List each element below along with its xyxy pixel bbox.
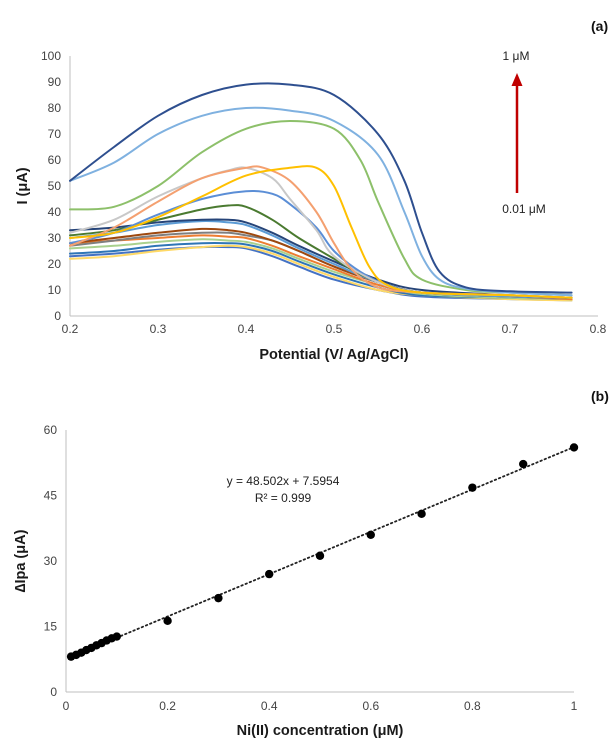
data-point	[366, 530, 375, 539]
x-tick-label: 0.2	[62, 322, 79, 336]
y-tick-label: 20	[48, 257, 62, 271]
voltammogram-curve	[69, 106, 573, 297]
data-point	[315, 551, 325, 560]
voltammogram-curve	[69, 218, 573, 299]
y-tick-label: 0	[54, 309, 61, 323]
y-tick-label: 15	[44, 620, 58, 634]
x-tick-label: 1	[571, 699, 578, 713]
data-point	[417, 509, 426, 519]
data-point	[214, 593, 223, 603]
panel-a-label: (a)	[591, 18, 608, 34]
x-tick-label: 0.4	[261, 699, 278, 713]
r-squared-label: R² = 0.999	[255, 491, 312, 505]
x-tick-label: 0.8	[464, 699, 481, 713]
panel-a-y-tick-labels: 0 10 20 30 40 50 60 70 80 90 100	[41, 49, 61, 323]
arrow-bottom-label: 0.01 μM	[502, 202, 546, 216]
x-tick-label: 0	[63, 699, 70, 713]
trendline-line	[70, 446, 575, 658]
x-tick-label: 0.6	[362, 699, 379, 713]
panel-b-label: (b)	[591, 388, 609, 404]
voltammogram-curve	[69, 189, 573, 299]
panel-a-series	[69, 82, 573, 302]
x-tick-label: 0.4	[238, 322, 255, 336]
voltammogram-curve	[69, 241, 573, 301]
y-tick-label: 80	[48, 101, 62, 115]
x-tick-label: 0.6	[414, 322, 431, 336]
data-point	[265, 569, 274, 579]
panel-b-x-tick-labels: 0 0.2 0.4 0.6 0.8 1	[63, 699, 578, 713]
y-tick-label: 90	[48, 75, 62, 89]
data-point	[569, 443, 579, 452]
panel-a-y-axis-title: I (μA)	[15, 167, 31, 204]
x-tick-label: 0.5	[326, 322, 343, 336]
panel-a-x-tick-labels: 0.2 0.3 0.4 0.5 0.6 0.7 0.8	[62, 322, 607, 336]
y-tick-label: 40	[48, 205, 62, 219]
x-tick-label: 0.7	[502, 322, 519, 336]
data-point	[112, 632, 122, 641]
calibration-points	[66, 443, 579, 661]
voltammogram-curve	[69, 82, 573, 294]
y-tick-label: 100	[41, 49, 61, 63]
y-tick-label: 70	[48, 127, 62, 141]
voltammogram-curve	[69, 238, 573, 301]
arrow-top-label: 1 μM	[503, 49, 530, 63]
panel-b-x-axis-title: Ni(II) concentration (μM)	[237, 723, 404, 739]
trendline-equation: y = 48.502x + 7.5954	[227, 474, 340, 488]
y-tick-label: 10	[48, 283, 62, 297]
y-tick-label: 30	[44, 554, 58, 568]
trendline	[70, 446, 575, 658]
y-tick-label: 30	[48, 231, 62, 245]
data-point	[163, 616, 172, 626]
y-tick-label: 60	[48, 153, 62, 167]
y-tick-label: 60	[44, 423, 58, 437]
panel-b-y-tick-labels: 0 15 30 45 60	[44, 423, 58, 699]
x-tick-label: 0.8	[590, 322, 607, 336]
x-tick-label: 0.2	[159, 699, 176, 713]
data-point	[468, 483, 477, 492]
voltammogram-curve	[69, 165, 573, 299]
panel-b: (b) 0 15 30 45 60 0 0.2 0.4 0.6 0.8 1 y = 48.502x…	[13, 388, 609, 739]
y-tick-label: 50	[48, 179, 62, 193]
y-tick-label: 45	[44, 489, 58, 503]
panel-a-x-axis-title: Potential (V/ Ag/AgCl)	[259, 347, 408, 363]
data-point	[519, 459, 528, 469]
x-tick-label: 0.3	[150, 322, 167, 336]
panel-b-y-axis-title: ∆Ipa (μA)	[13, 529, 29, 592]
concentration-arrow-head	[511, 73, 523, 86]
y-tick-label: 0	[50, 685, 57, 699]
voltammogram-curve	[69, 245, 573, 302]
voltammogram-curve	[69, 120, 573, 297]
